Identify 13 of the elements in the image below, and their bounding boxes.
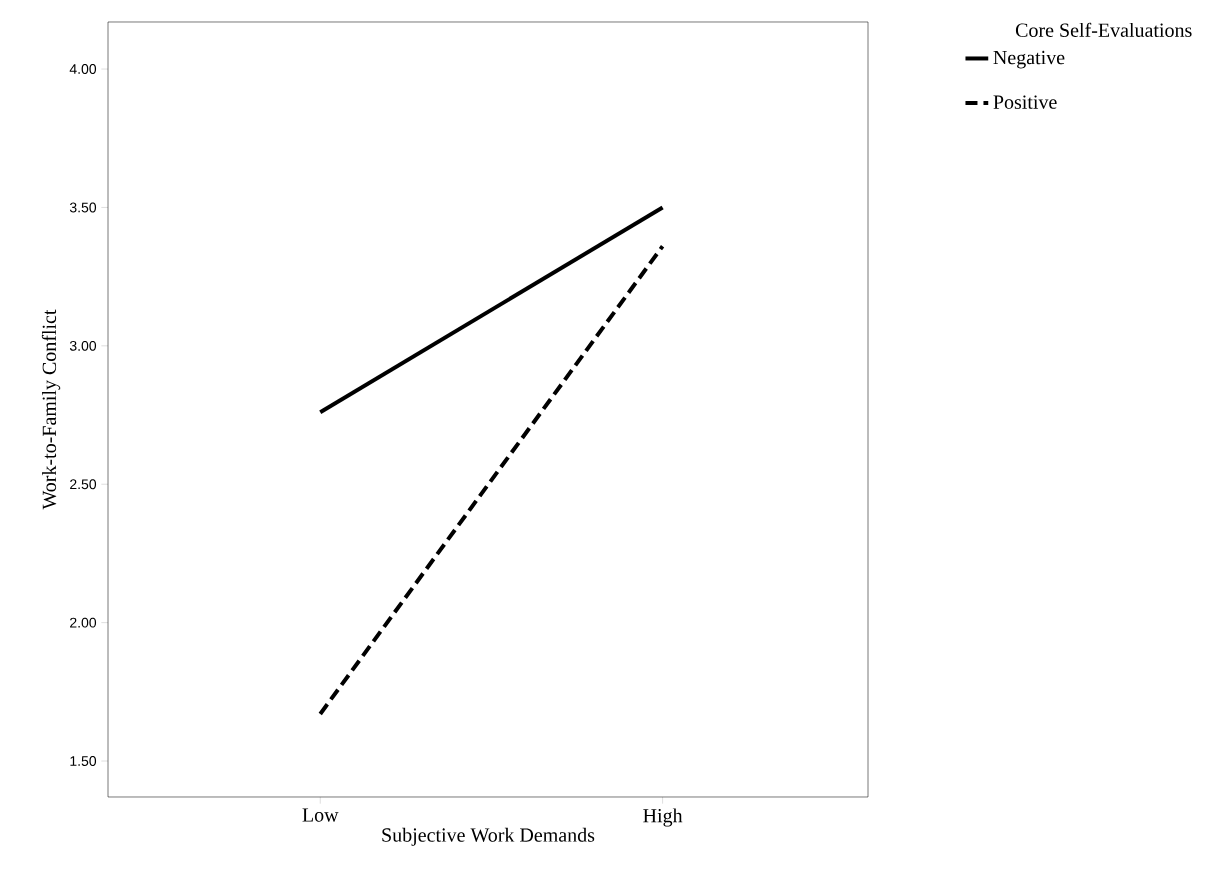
legend-title: Core Self-Evaluations: [1015, 22, 1192, 37]
y-tick-label: 2.50: [70, 479, 97, 490]
x-tick-label: Low: [302, 808, 339, 822]
x-axis-title: Subjective Work Demands: [382, 827, 595, 846]
y-axis-title: Work-to-Family Conflict: [41, 309, 61, 510]
x-tick-label: High: [643, 808, 683, 827]
legend-label: Negative: [993, 50, 1065, 69]
y-tick-label: 2.00: [70, 617, 97, 628]
y-tick-label: 3.50: [69, 202, 97, 213]
y-tick-label: 1.50: [70, 756, 97, 766]
y-tick-label: 4.00: [69, 64, 97, 75]
y-tick-label: 3.00: [69, 340, 97, 351]
legend-label: Positive: [993, 95, 1057, 109]
